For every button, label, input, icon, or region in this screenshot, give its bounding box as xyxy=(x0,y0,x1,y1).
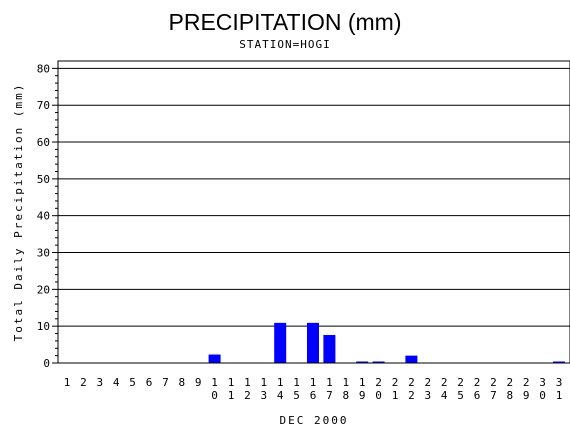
x-tick-label: 6 xyxy=(146,376,153,389)
x-tick-label: 2 xyxy=(392,376,399,389)
x-tick-label: 3 xyxy=(539,376,546,389)
x-tick-label: 1 xyxy=(260,376,267,389)
bar xyxy=(372,361,385,363)
y-tick-label: 10 xyxy=(37,320,50,333)
x-tick-label: 2 xyxy=(457,376,464,389)
y-tick-label: 40 xyxy=(37,210,50,223)
y-tick-label: 70 xyxy=(37,99,50,112)
x-tick-label: 5 xyxy=(293,389,300,402)
x-tick-label: 2 xyxy=(506,376,513,389)
bar xyxy=(307,322,319,363)
y-tick-label: 60 xyxy=(37,136,50,149)
y-axis-ticks: 0 10 20 30 40 50 60 70 80 xyxy=(37,62,58,370)
y-tick-label: 20 xyxy=(37,283,50,296)
x-tick-label: 0 xyxy=(211,389,218,402)
x-tick-label: 4 xyxy=(277,389,284,402)
bar xyxy=(323,335,336,363)
x-tick-label: 2 xyxy=(474,376,481,389)
y-tick-label: 80 xyxy=(37,62,50,75)
x-tick-label: 3 xyxy=(424,389,431,402)
x-tick-label: 2 xyxy=(490,376,497,389)
chart-subtitle: STATION=HOGI xyxy=(239,38,330,51)
x-tick-label: 8 xyxy=(506,389,513,402)
x-tick-label: 1 xyxy=(228,389,235,402)
y-tick-label: 0 xyxy=(43,357,50,370)
bar xyxy=(356,361,369,363)
x-tick-label: 6 xyxy=(474,389,481,402)
x-tick-label: 2 xyxy=(441,376,448,389)
x-tick-label: 1 xyxy=(392,389,399,402)
x-tick-label: 0 xyxy=(539,389,546,402)
grid-lines xyxy=(58,67,570,327)
x-tick-label: 7 xyxy=(326,389,333,402)
x-tick-label: 2 xyxy=(375,376,382,389)
x-tick-label: 3 xyxy=(260,389,267,402)
x-tick-label: 1 xyxy=(228,376,235,389)
y-axis-label: Total Daily Precipitation (mm) xyxy=(12,83,25,342)
x-tick-label: 3 xyxy=(96,376,103,389)
x-tick-label: 1 xyxy=(326,376,333,389)
x-tick-label: 5 xyxy=(129,376,136,389)
x-tick-label: 4 xyxy=(441,389,448,402)
x-tick-label: 8 xyxy=(178,376,185,389)
bar xyxy=(274,322,287,363)
x-tick-label: 5 xyxy=(457,389,464,402)
x-tick-label: 7 xyxy=(490,389,497,402)
x-tick-label: 8 xyxy=(342,389,349,402)
x-tick-label: 0 xyxy=(375,389,382,402)
x-tick-label: 6 xyxy=(310,389,317,402)
x-tick-label: 1 xyxy=(277,376,284,389)
x-axis-label: DEC 2000 xyxy=(280,414,349,427)
x-tick-label: 1 xyxy=(64,376,71,389)
bar xyxy=(208,354,221,363)
y-tick-label: 30 xyxy=(37,247,50,260)
x-tick-label: 2 xyxy=(408,376,415,389)
x-tick-label: 2 xyxy=(80,376,87,389)
x-tick-label: 1 xyxy=(244,376,251,389)
chart-title: PRECIPITATION (mm) xyxy=(169,9,402,35)
x-tick-label: 9 xyxy=(523,389,530,402)
x-tick-label: 1 xyxy=(359,376,366,389)
x-tick-label: 2 xyxy=(408,389,415,402)
x-tick-label: 2 xyxy=(244,389,251,402)
bar xyxy=(553,361,565,363)
x-tick-label: 1 xyxy=(211,376,218,389)
y-tick-label: 50 xyxy=(37,173,50,186)
x-tick-label: 1 xyxy=(310,376,317,389)
x-axis-ticks: 1 2 3 4 5 6 7 8 9 1011121314151617181920212223242… xyxy=(64,376,563,402)
x-tick-label: 2 xyxy=(523,376,530,389)
x-tick-label: 1 xyxy=(556,389,563,402)
plot-frame xyxy=(57,60,570,364)
x-tick-label: 1 xyxy=(293,376,300,389)
x-tick-label: 2 xyxy=(424,376,431,389)
x-tick-label: 7 xyxy=(162,376,169,389)
bars xyxy=(208,322,565,363)
x-tick-label: 9 xyxy=(195,376,202,389)
x-tick-label: 4 xyxy=(113,376,120,389)
bar xyxy=(405,355,418,363)
x-tick-label: 9 xyxy=(359,389,366,402)
x-tick-label: 3 xyxy=(556,376,563,389)
x-tick-label: 1 xyxy=(342,376,349,389)
